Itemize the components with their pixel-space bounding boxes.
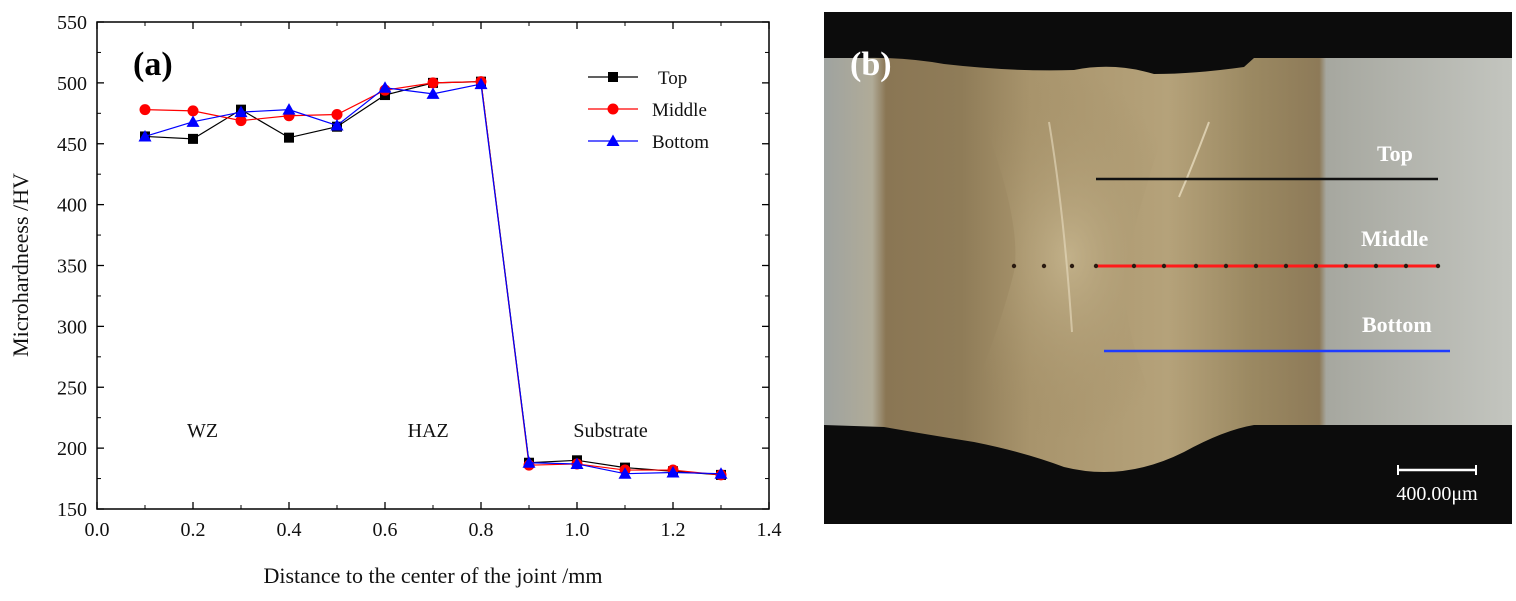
top-data-point: [284, 132, 294, 143]
panel-a-label: (a): [133, 46, 173, 83]
y-tick-label: 350: [57, 256, 87, 278]
bottom-data-point: [522, 456, 536, 468]
bottom-data-point: [618, 467, 632, 479]
indentation-marks: [1011, 263, 1441, 269]
middle-data-point: [235, 115, 247, 127]
indentation-mark: [1223, 263, 1229, 269]
indentation-mark: [1373, 263, 1379, 269]
flow-streak: [1048, 121, 1073, 333]
y-tick-label: 550: [57, 12, 87, 34]
bottom-data-point: [714, 467, 728, 479]
middle-data-point: [187, 105, 199, 117]
middle-line-label: Middle: [1361, 226, 1428, 251]
x-tick-label: 0.4: [277, 519, 302, 541]
bottom-data-point: [426, 87, 440, 99]
y-axis-title: Microhardneess /HV: [8, 173, 33, 357]
flow-streak: [1178, 121, 1210, 198]
bottom-series-line: [144, 83, 722, 475]
y-tick-label: 150: [57, 499, 87, 521]
indentation-mark: [1313, 263, 1319, 269]
bottom-data-point: [666, 465, 680, 478]
bottom-data-point: [282, 103, 296, 115]
top-data-point: [188, 133, 198, 144]
x-tick-label: 1.4: [757, 519, 782, 541]
y-tick-label: 400: [57, 195, 87, 217]
y-tick-label: 200: [57, 438, 87, 460]
indentation-mark: [1435, 263, 1441, 269]
y-tick-label: 300: [57, 316, 87, 338]
indentation-mark: [1253, 263, 1259, 269]
middle-legend-marker: [607, 103, 619, 115]
bottom-line-label: Bottom: [1362, 312, 1432, 337]
weld-zone: [954, 72, 1184, 442]
middle-data-point: [331, 109, 343, 121]
region-label: HAZ: [408, 420, 449, 442]
top-line-label: Top: [1377, 141, 1413, 166]
bottom-data-point: [474, 77, 488, 90]
data-series: [138, 76, 728, 481]
x-tick-label: 0.8: [469, 519, 494, 541]
region-label: Substrate: [573, 420, 648, 442]
region-annotations: WZ HAZ Substrate: [187, 420, 648, 442]
indentation-mark: [1069, 263, 1075, 269]
indentation-mark: [1011, 263, 1017, 269]
x-tick-label: 1.2: [661, 519, 686, 541]
bottom-data-point: [186, 115, 200, 127]
indentation-mark: [1403, 263, 1409, 269]
middle-data-point: [139, 104, 151, 116]
legend: Top Middle Bottom: [588, 68, 709, 153]
indentation-mark: [1161, 263, 1167, 269]
indentation-mark: [1131, 263, 1137, 269]
microhardness-chart: 0.0 0.2 0.4 0.6 0.8 1.0 1.2 1.4 150 200 250 300 350 4…: [8, 12, 782, 588]
panel-b-label: (b): [850, 46, 892, 83]
x-axis-title: Distance to the center of the joint /mm: [263, 563, 602, 588]
indentation-mark: [1093, 263, 1099, 269]
region-label: WZ: [187, 420, 218, 442]
middle-legend-label: Middle: [652, 100, 707, 121]
middle-data-point: [427, 77, 439, 89]
bottom-legend-marker: [606, 134, 620, 146]
bottom-data-point: [138, 129, 152, 142]
axes: 0.0 0.2 0.4 0.6 0.8 1.0 1.2 1.4 150 200 250 300 350 4…: [57, 12, 782, 541]
y-tick-label: 250: [57, 377, 87, 399]
x-tick-label: 0.0: [85, 519, 110, 541]
y-tick-label: 500: [57, 73, 87, 95]
bottom-legend-label: Bottom: [652, 132, 709, 153]
bottom-data-point: [378, 81, 392, 93]
x-tick-label: 1.0: [565, 519, 590, 541]
top-legend-label: Top: [658, 68, 687, 89]
micrograph-panel: (b) Top Middle Bottom 400.00μm: [824, 12, 1512, 524]
x-tick-label: 0.2: [181, 519, 206, 541]
bottom-data-point: [570, 457, 584, 469]
bottom-data-point: [330, 118, 344, 131]
scale-bar-label: 400.00μm: [1396, 483, 1478, 505]
indentation-mark: [1041, 263, 1047, 269]
bottom-data-point: [234, 105, 248, 118]
x-tick-label: 0.6: [373, 519, 398, 541]
indentation-mark: [1193, 263, 1199, 269]
indentation-mark: [1343, 263, 1349, 269]
top-legend-marker: [608, 72, 618, 82]
y-tick-label: 450: [57, 134, 87, 156]
indentation-mark: [1283, 263, 1289, 269]
